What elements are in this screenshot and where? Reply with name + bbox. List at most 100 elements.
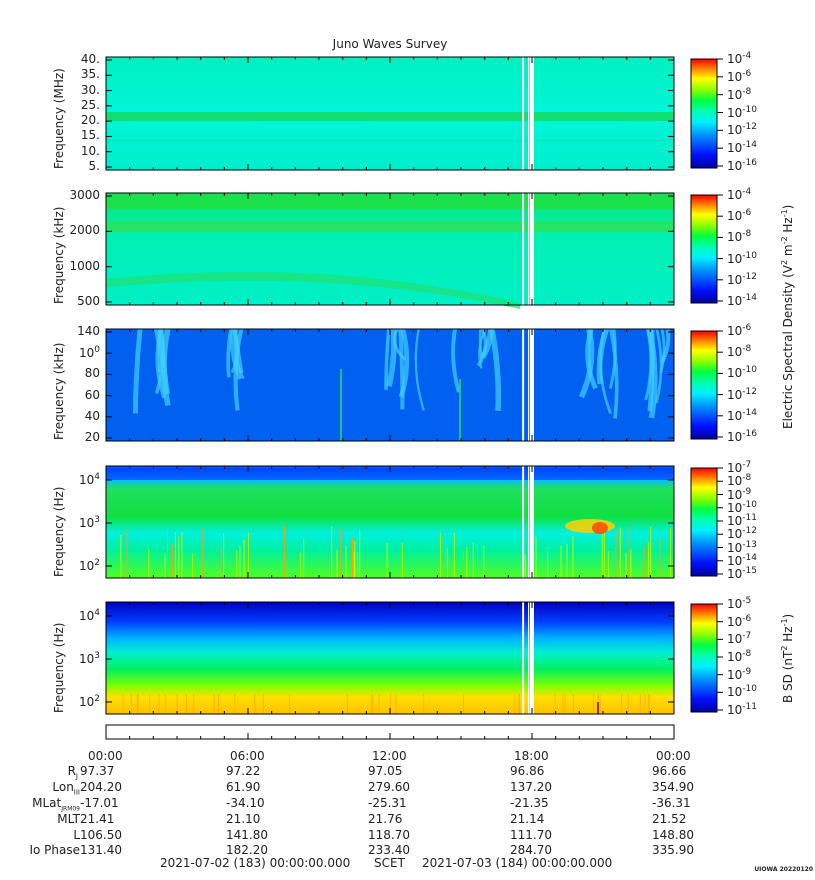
colorbar-tick-label: 10-8 [727,86,752,102]
burst-streak [132,328,143,414]
ephemeris-value: 21.76 [368,812,403,826]
y-tick-label: 140 [77,324,100,338]
colorbar-tick-label: 10-14 [727,140,757,156]
y-tick-label: 102 [78,694,100,709]
colorbar-tick-label: 10-7 [727,631,752,647]
colorbar-title: B SD (nT2 Hz-1) [780,613,795,703]
y-tick-label: 104 [78,472,100,487]
colorbar-tick-label: 10-8 [727,229,752,245]
y-tick-label: 60 [84,387,100,402]
y-tick-label: 40. [80,52,100,66]
burst-streak [384,328,391,391]
burst-streak [451,328,461,393]
colorbar-tick-label: 10-8 [727,649,752,664]
colorbar-tick-label: 10-7 [727,460,752,475]
burst-streak [386,328,397,387]
ephemeris-value: 97.22 [226,764,261,778]
y-tick-label: 103 [78,515,100,530]
ephemeris-value: 21.10 [226,812,261,826]
data-gap [530,602,534,714]
y-tick-label: 1000 [69,258,100,273]
data-gap [522,329,525,441]
y-tick-label: 104 [78,608,100,623]
colorbar-tick-label: 10-8 [727,344,752,360]
ephemeris-value: -25.31 [368,796,407,810]
burst-streak [230,328,243,380]
ephemeris-value: -34.10 [226,796,265,810]
data-gap [530,193,534,305]
y-tick-label: 30. [80,82,100,97]
colorbar-tick-label: 10-10 [727,365,757,381]
colorbar-tick-label: 10-4 [727,51,752,66]
ephemeris-value: 284.70 [510,843,552,857]
y-tick-label: 20 [84,430,100,444]
data-gap [522,602,525,714]
burst-streak [646,328,658,419]
colorbar-tick-label: 10-8 [727,473,752,489]
data-gap [530,57,534,170]
ephemeris-label: RJ [67,764,78,781]
colorbar-tick-label: 10-10 [727,684,757,700]
ephemeris-value: 131.40 [80,843,122,857]
y-tick-label: 15. [80,128,100,143]
burst-streak [596,328,610,385]
ephemeris-value: 97.05 [368,764,403,778]
colorbar-tick-label: 10-14 [727,552,757,568]
time-tick-label: 00:00 [88,749,123,763]
colorbar-tick-label: 10-4 [727,187,752,202]
colorbar-tick-label: 10-16 [727,158,757,173]
colorbar-tick-label: 10-11 [727,702,757,717]
burst-streak [226,328,233,378]
burst-streak [609,328,619,419]
colorbar [690,603,718,713]
band-21mhz [106,112,674,121]
colorbar-tick-label: 10-10 [727,250,757,266]
ephemeris-value: 96.86 [510,764,545,778]
colorbar-tick-label: 10-10 [727,104,757,120]
data-gap [522,57,525,170]
ephemeris-value: 148.80 [652,828,694,842]
ephemeris-value: 118.70 [368,828,410,842]
ephemeris-value: 61.90 [226,780,261,794]
colorbar-tick-label: 10-10 [727,499,757,515]
ephemeris-label: Io Phase [29,843,80,857]
creation-stamp: UIOWA 20220120 [754,866,813,873]
colorbar-tick-label: 10-11 [727,513,757,528]
colorbar [690,58,718,169]
spectrogram-background [106,193,674,305]
colorbar-tick-label: 10-6 [727,68,752,84]
burst-streak [659,328,671,364]
ephemeris-value: 335.90 [652,843,694,857]
data-gap [528,602,530,714]
ephemeris-value: -21.35 [510,796,549,810]
y-axis-title: Frequency (Hz) [52,486,66,578]
ephemeris-value: 204.20 [80,780,122,794]
data-gap [528,466,530,578]
data-gap [528,193,530,305]
ephemeris-value: 141.80 [226,828,268,842]
data-gap [528,57,530,170]
colorbar-tick-label: 10-6 [727,613,752,629]
burst-streak [414,328,425,411]
y-axis-title: Frequency (Hz) [52,622,66,714]
time-tick-label: 06:00 [230,749,265,763]
colorbar [690,330,718,440]
ephemeris-label: LonIII [52,780,80,797]
burst-streak [655,328,663,404]
colorbar-tick-label: 10-15 [727,566,757,581]
burst-streak [232,328,244,374]
burst-streak [157,328,171,395]
y-tick-label: 102 [78,558,100,573]
y-tick-label: 35. [80,67,100,82]
colorbar-tick-label: 10-12 [727,526,757,542]
ephemeris-label: MLT [57,812,80,826]
y-tick-label: 20. [80,113,100,128]
band-low [106,139,674,142]
data-gap [530,329,534,441]
burst-streak [489,328,502,412]
ephemeris-value: 21.41 [80,812,115,826]
data-gap [530,466,534,578]
colorbar-tick-label: 10-12 [727,122,757,138]
time-tick-label: 12:00 [372,749,407,763]
